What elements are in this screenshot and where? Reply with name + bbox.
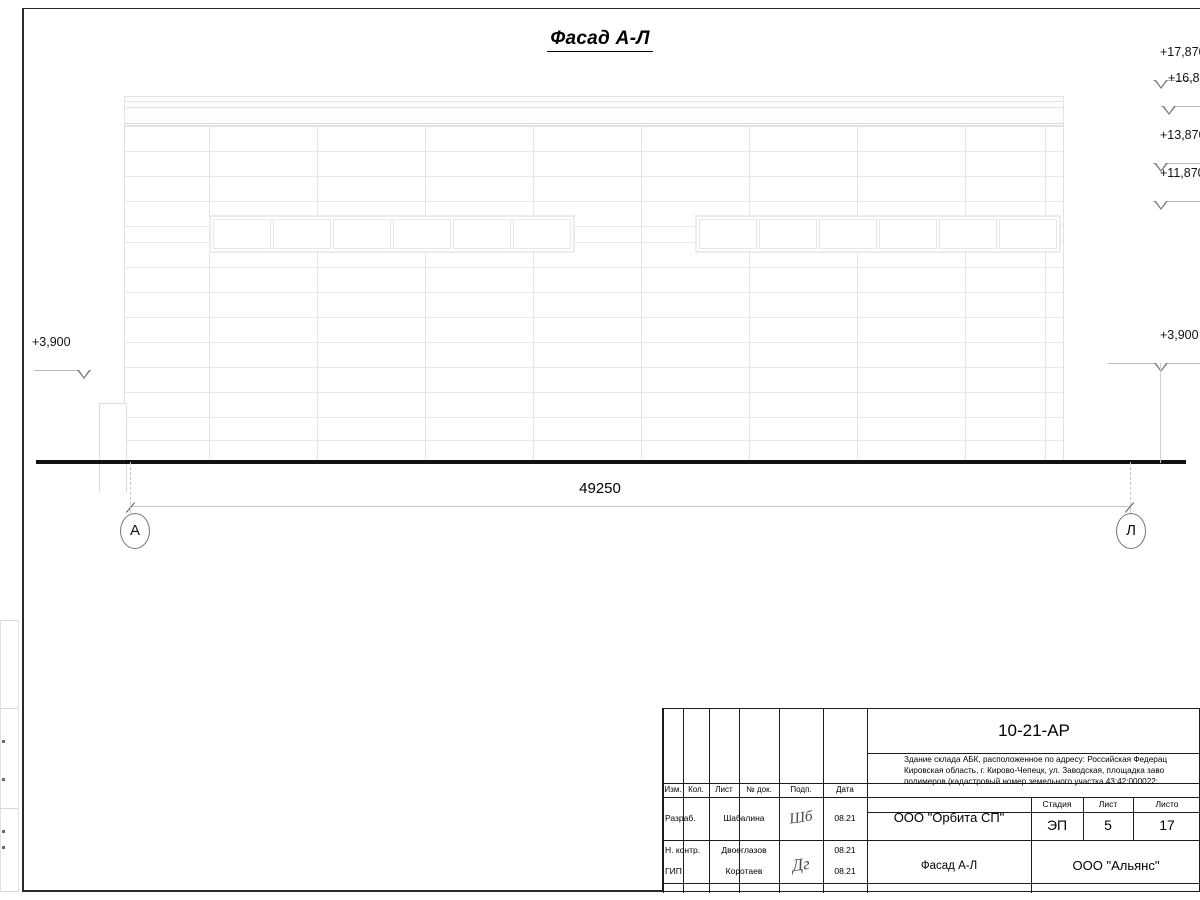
- window-pane: [393, 219, 451, 249]
- level-arrow-icon: [77, 370, 91, 380]
- bay-division: [1045, 127, 1046, 463]
- level-value: +3,900: [32, 335, 71, 349]
- dimension-line: [125, 502, 1135, 513]
- cladding-joint: [125, 267, 1063, 268]
- cladding-joint: [125, 176, 1063, 177]
- col-header-izm: Изм.: [664, 784, 682, 794]
- window-pane: [939, 219, 997, 249]
- window-pane: [453, 219, 511, 249]
- col-header-data: Дата: [836, 784, 854, 794]
- bay-division: [533, 127, 534, 463]
- row-name-nkontr: Двоеглазов: [721, 844, 767, 855]
- level-arrow-icon: [1154, 80, 1168, 90]
- bay-division: [425, 127, 426, 463]
- cladding-joint: [125, 292, 1063, 293]
- level-value: +3,900: [1160, 328, 1199, 342]
- adjacent-sheet-fragment: [0, 620, 19, 892]
- title-block: Изм. Кол. Лист № док. Подп. Дата Разраб.…: [662, 708, 1200, 893]
- level-arrow-icon: [1162, 106, 1176, 116]
- row-date-razrab: 08.21: [834, 812, 856, 823]
- window-pane: [819, 219, 877, 249]
- cladding-joint: [125, 242, 1063, 243]
- axis-bubble-right: Л: [1116, 513, 1146, 549]
- bay-division: [749, 127, 750, 463]
- row-date-nkontr: 08.21: [834, 844, 856, 855]
- wall-cladding-grid: [99, 126, 1064, 493]
- level-value: +13,870: [1160, 128, 1200, 142]
- total-sheets-label: Листо: [1155, 798, 1179, 809]
- ground-line: [36, 460, 1186, 464]
- window-pane: [699, 219, 757, 249]
- axis-bubble-left: А: [120, 513, 150, 549]
- row-role-gip: ГИП: [665, 866, 682, 877]
- window-pane: [333, 219, 391, 249]
- level-value: +11,870: [1160, 166, 1200, 180]
- sheet-value: 5: [1104, 817, 1112, 834]
- sheet-label: Лист: [1098, 798, 1118, 809]
- cladding-joint: [125, 226, 1063, 227]
- window-pane: [759, 219, 817, 249]
- overall-dimension-value: 49250: [579, 480, 621, 497]
- row-date-gip: 08.21: [834, 866, 856, 877]
- total-sheets-value: 17: [1159, 817, 1175, 834]
- col-header-list: Лист: [715, 784, 733, 794]
- parapet-line: [124, 107, 1064, 108]
- col-header-doc: № док.: [746, 784, 772, 794]
- cladding-joint: [125, 342, 1063, 343]
- row-name-razrab: Шабалина: [723, 812, 765, 823]
- project-description: Здание склада АБК, расположенное по адре…: [903, 755, 1168, 786]
- cladding-joint: [125, 440, 1063, 441]
- organization-name: ООО "Орбита СП": [893, 810, 1005, 826]
- page-title: Фасад А-Л: [0, 28, 1200, 52]
- cladding-joint: [125, 367, 1063, 368]
- window-pane: [513, 219, 571, 249]
- bay-division: [317, 127, 318, 463]
- cladding-joint: [125, 317, 1063, 318]
- page-title-text: Фасад А-Л: [547, 28, 653, 52]
- col-header-kol: Кол.: [688, 784, 704, 794]
- row-name-gip: Коротаев: [725, 866, 763, 877]
- cladding-joint: [125, 417, 1063, 418]
- annex-volume: [99, 403, 127, 493]
- cladding-joint: [125, 392, 1063, 393]
- signature-razrab: Шб: [788, 808, 814, 828]
- window-band-right: [695, 215, 1061, 253]
- sheet-border: [22, 8, 1200, 892]
- facade-elevation-drawing: [99, 96, 1064, 493]
- level-value: +17,870: [1160, 45, 1200, 59]
- sheet-name: Фасад А-Л: [920, 860, 978, 873]
- bay-division: [965, 127, 966, 463]
- col-header-podp: Подп.: [790, 784, 812, 794]
- stage-label: Стадия: [1042, 798, 1072, 809]
- signature-nkontr-gip: Дг: [791, 854, 811, 876]
- cladding-joint: [125, 201, 1063, 202]
- parapet-line: [124, 101, 1064, 102]
- level-arrow-icon: [1154, 163, 1168, 173]
- row-role-razrab: Разраб.: [665, 812, 696, 823]
- level-value: +16,870: [1168, 71, 1200, 85]
- level-arrow-icon: [1154, 363, 1168, 373]
- bay-division: [209, 127, 210, 463]
- row-role-nkontr: Н. контр.: [665, 844, 701, 855]
- bay-division: [641, 127, 642, 463]
- window-pane: [273, 219, 331, 249]
- parapet-line: [124, 123, 1064, 124]
- window-pane: [879, 219, 937, 249]
- stage-value: ЭП: [1046, 817, 1068, 834]
- window-pane: [213, 219, 271, 249]
- cladding-joint: [125, 151, 1063, 152]
- level-arrow-icon: [1154, 201, 1168, 211]
- company-name: ООО "Альянс": [1072, 858, 1160, 874]
- window-band-left: [209, 215, 575, 253]
- extension-line: [1130, 462, 1131, 510]
- bay-division: [857, 127, 858, 463]
- document-code: 10-21-АР: [998, 721, 1070, 741]
- window-pane: [999, 219, 1057, 249]
- extension-line: [130, 462, 131, 510]
